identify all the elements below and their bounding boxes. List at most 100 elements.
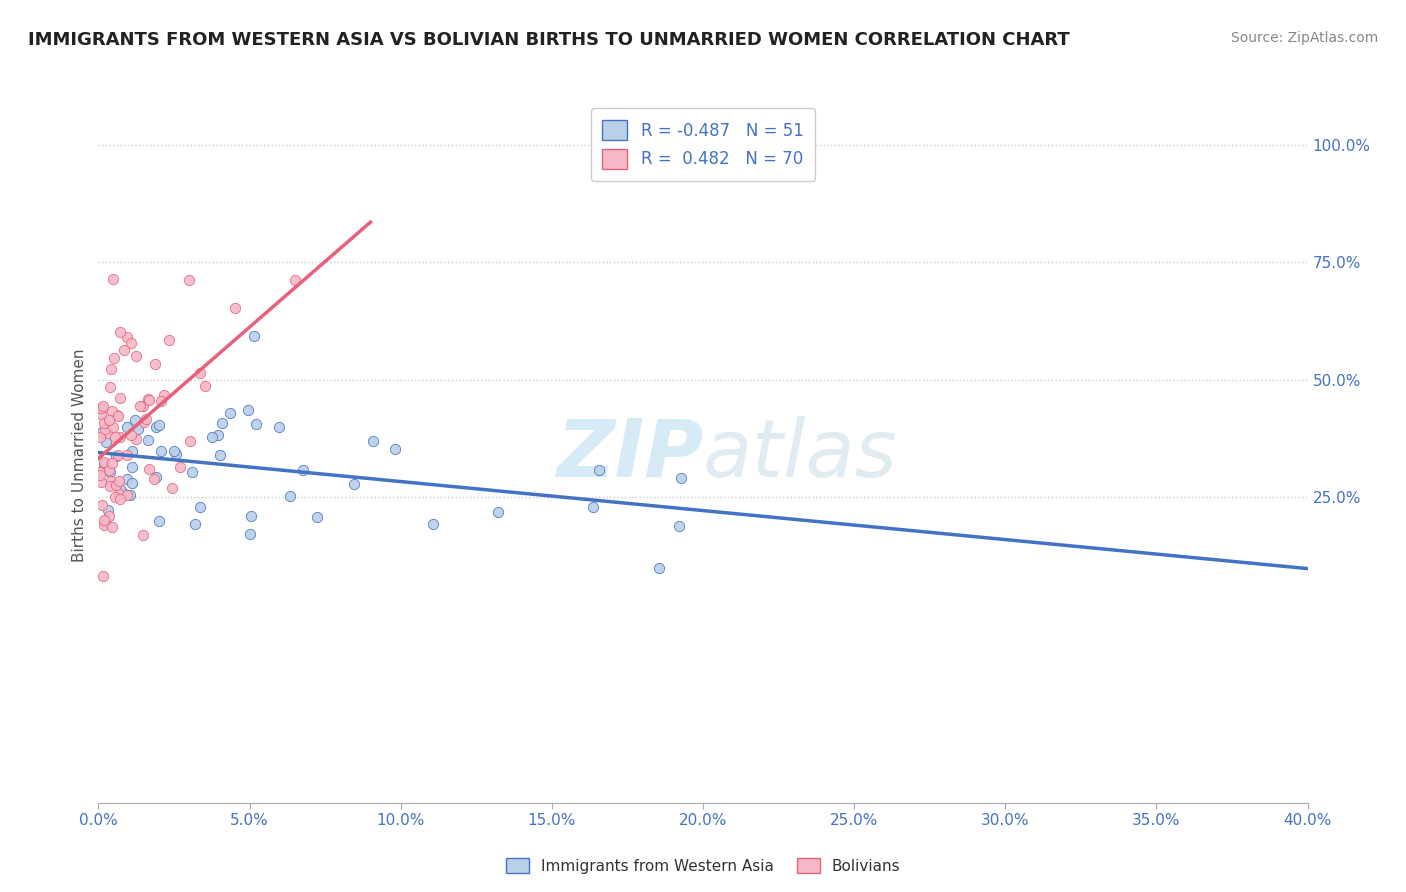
Point — [127, 422, 149, 436]
Point — [96, 435, 118, 450]
Point — [384, 442, 406, 457]
Point — [120, 335, 142, 350]
Point — [90, 408, 112, 422]
Point — [136, 433, 159, 447]
Point — [669, 471, 692, 485]
Point — [97, 425, 120, 440]
Point — [292, 463, 315, 477]
Point — [267, 420, 290, 434]
Point — [138, 462, 160, 476]
Point — [93, 457, 115, 471]
Point — [91, 399, 114, 413]
Point — [108, 325, 131, 339]
Point — [177, 273, 200, 287]
Point — [110, 430, 132, 444]
Point — [307, 510, 329, 524]
Point — [184, 517, 207, 532]
Point — [165, 447, 187, 461]
Point — [422, 516, 444, 531]
Point — [284, 273, 307, 287]
Point — [240, 508, 263, 523]
Text: IMMIGRANTS FROM WESTERN ASIA VS BOLIVIAN BIRTHS TO UNMARRIED WOMEN CORRELATION C: IMMIGRANTS FROM WESTERN ASIA VS BOLIVIAN… — [28, 31, 1070, 49]
Point — [93, 569, 115, 583]
Point — [93, 518, 115, 533]
Point — [115, 329, 138, 343]
Point — [148, 417, 170, 432]
Point — [486, 505, 509, 519]
Point — [108, 492, 131, 507]
Point — [104, 490, 127, 504]
Point — [163, 443, 186, 458]
Point — [108, 487, 131, 501]
Point — [90, 475, 112, 489]
Point — [121, 459, 143, 474]
Point — [97, 502, 120, 516]
Text: Source: ZipAtlas.com: Source: ZipAtlas.com — [1230, 31, 1378, 45]
Point — [239, 526, 262, 541]
Point — [118, 488, 141, 502]
Point — [112, 486, 135, 500]
Point — [90, 425, 112, 439]
Point — [201, 430, 224, 444]
Point — [219, 406, 242, 420]
Point — [98, 462, 121, 476]
Point — [132, 528, 155, 542]
Point — [90, 401, 112, 415]
Y-axis label: Births to Unmarried Women: Births to Unmarried Women — [72, 348, 87, 562]
Point — [93, 455, 115, 469]
Point — [121, 476, 143, 491]
Point — [149, 444, 172, 458]
Point — [153, 388, 176, 402]
Point — [121, 444, 143, 458]
Point — [100, 380, 122, 394]
Point — [143, 357, 166, 371]
Point — [668, 519, 690, 533]
Legend: R = -0.487   N = 51, R =  0.482   N = 70: R = -0.487 N = 51, R = 0.482 N = 70 — [591, 109, 815, 181]
Point — [98, 508, 121, 523]
Point — [115, 420, 138, 434]
Point — [209, 448, 232, 462]
Point — [94, 422, 117, 436]
Point — [115, 448, 138, 462]
Point — [98, 413, 121, 427]
Point — [93, 416, 115, 430]
Point — [112, 343, 135, 358]
Point — [142, 471, 165, 485]
Point — [160, 482, 183, 496]
Point — [188, 367, 211, 381]
Point — [101, 403, 124, 417]
Point — [129, 399, 152, 413]
Point — [207, 428, 229, 442]
Point — [236, 403, 259, 417]
Point — [107, 449, 129, 463]
Point — [89, 430, 111, 444]
Point — [101, 456, 124, 470]
Point — [110, 392, 132, 406]
Point — [89, 467, 111, 482]
Point — [100, 474, 122, 488]
Point — [98, 479, 121, 493]
Point — [98, 465, 121, 479]
Point — [93, 513, 115, 527]
Point — [245, 417, 267, 431]
Point — [104, 449, 127, 463]
Point — [188, 500, 211, 514]
Point — [108, 482, 131, 496]
Point — [150, 394, 173, 409]
Point — [145, 420, 167, 434]
Point — [179, 434, 201, 449]
Point — [157, 333, 180, 347]
Text: atlas: atlas — [703, 416, 898, 494]
Point — [169, 459, 191, 474]
Point — [343, 476, 366, 491]
Point — [101, 520, 124, 534]
Point — [90, 498, 112, 512]
Point — [100, 362, 122, 376]
Point — [211, 417, 233, 431]
Point — [107, 409, 129, 423]
Point — [582, 500, 605, 515]
Point — [101, 420, 124, 434]
Point — [243, 329, 266, 343]
Point — [181, 465, 204, 479]
Point — [101, 272, 124, 286]
